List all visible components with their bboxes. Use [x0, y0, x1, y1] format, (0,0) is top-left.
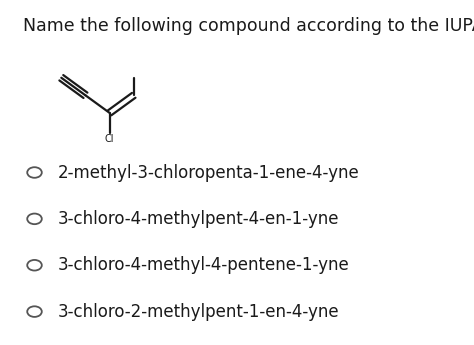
- Text: 3-chloro-4-methylpent-4-en-1-yne: 3-chloro-4-methylpent-4-en-1-yne: [57, 210, 339, 228]
- Text: 3-chloro-4-methyl-4-pentene-1-yne: 3-chloro-4-methyl-4-pentene-1-yne: [57, 256, 349, 274]
- Text: 3-chloro-2-methylpent-1-en-4-yne: 3-chloro-2-methylpent-1-en-4-yne: [57, 303, 339, 321]
- Text: Name the following compound according to the IUPAC rules.: Name the following compound according to…: [23, 17, 474, 35]
- Text: 2-methyl-3-chloropenta-1-ene-4-yne: 2-methyl-3-chloropenta-1-ene-4-yne: [57, 164, 359, 181]
- Text: Cl: Cl: [105, 135, 114, 145]
